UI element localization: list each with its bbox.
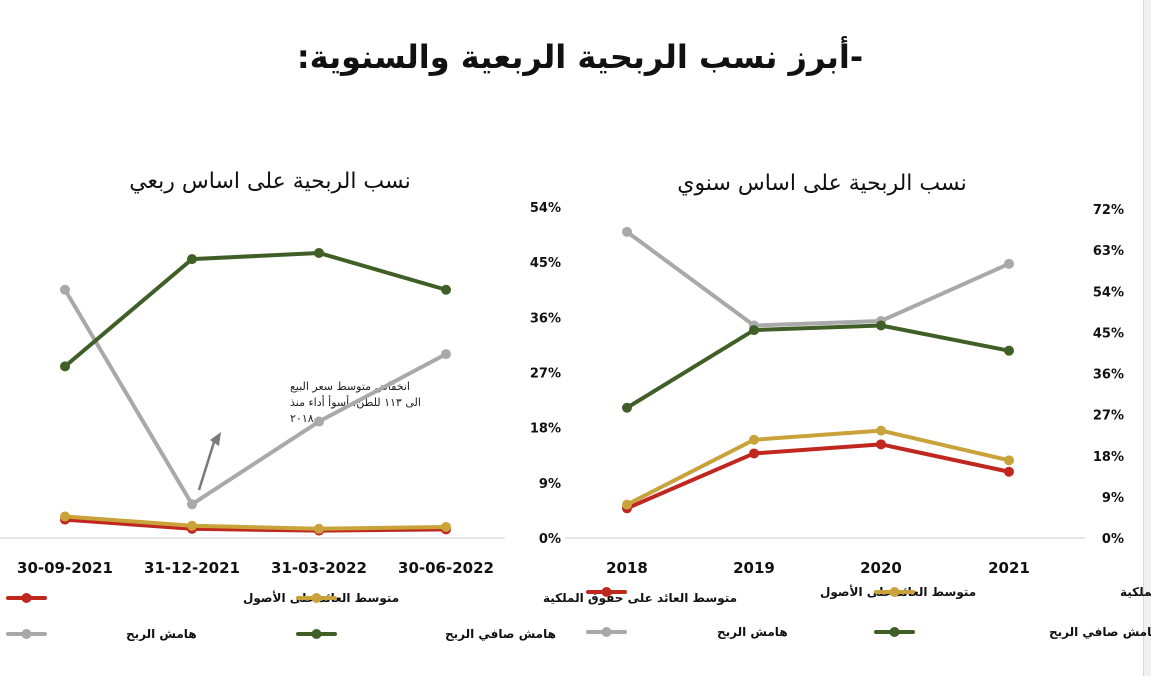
- quarterly-data-point: [60, 361, 70, 372]
- annual-y-tick-label: 63%: [1093, 244, 1124, 259]
- quarterly-legend-label: هامش صافي الربح: [445, 627, 556, 641]
- quarterly-series-line: [63, 250, 448, 369]
- annual-data-point: [1004, 455, 1014, 466]
- quarterly-y-tick-label: 45%: [530, 256, 561, 271]
- quarterly-y-tick-label: 54%: [530, 201, 561, 216]
- annual-data-point: [1004, 258, 1014, 269]
- annual-legend-swatch-marker: [889, 627, 900, 637]
- quarterly-x-category-label: 30-09-2021: [17, 559, 113, 577]
- annual-y-tick-label: 36%: [1093, 368, 1124, 383]
- annotation-text-line: ٢٠١٨: [290, 412, 314, 425]
- quarterly-data-point: [60, 284, 70, 295]
- quarterly-chart: نسب الربحية على اساس ربعي 0% 9% 18% 27% 36% 45…: [6, 169, 737, 641]
- annual-series-line: [625, 442, 1011, 511]
- annual-data-point: [876, 425, 886, 436]
- annual-data-point: [622, 402, 632, 413]
- quarterly-legend-swatch-marker: [21, 629, 32, 639]
- annual-y-tick-label: 27%: [1093, 409, 1124, 424]
- annual-y-tick-label: 9%: [1102, 491, 1124, 506]
- annual-x-category-label: 2021: [988, 559, 1030, 577]
- annual-data-point: [876, 439, 886, 450]
- annual-y-tick-label: 72%: [1093, 203, 1124, 218]
- annual-y-tick-label: 0%: [1102, 532, 1124, 547]
- quarterly-legend-label: متوسط العائد على حقوق الملكية: [543, 591, 737, 606]
- annual-data-point: [876, 320, 886, 331]
- annotation-arrow-line: [197, 441, 216, 491]
- annual-x-category-label: 2019: [733, 559, 775, 577]
- annual-legend-swatch-marker: [601, 627, 612, 637]
- quarterly-data-point: [60, 511, 70, 522]
- quarterly-data-point: [314, 523, 324, 534]
- annual-y-tick-label: 54%: [1093, 285, 1124, 300]
- annual-data-point: [749, 434, 759, 445]
- annual-series-line: [625, 323, 1011, 410]
- quarterly-legend-label: هامش الربح: [126, 627, 197, 641]
- quarterly-data-point: [187, 520, 197, 531]
- quarterly-x-category-label: 30-06-2022: [398, 559, 494, 577]
- quarterly-data-point: [441, 521, 451, 532]
- quarterly-series-line: [63, 514, 448, 531]
- annual-series-line: [625, 229, 1011, 328]
- quarterly-data-point: [187, 499, 197, 510]
- quarterly-data-point: [441, 284, 451, 295]
- window-edge: [1143, 0, 1151, 676]
- annual-data-point: [749, 325, 759, 336]
- annual-legend-label: متوسط العائد على حقوق الملكية: [1120, 585, 1151, 600]
- quarterly-y-tick-label: 36%: [530, 311, 561, 326]
- quarterly-y-tick-label: 18%: [530, 422, 561, 437]
- quarterly-x-category-label: 31-12-2021: [144, 559, 240, 577]
- quarterly-data-point: [314, 416, 324, 427]
- annual-legend-swatch-marker: [601, 587, 612, 597]
- quarterly-chart-title: نسب الربحية على اساس ربعي: [129, 169, 411, 194]
- annual-data-point: [1004, 466, 1014, 477]
- annual-legend-label: هامش الربح: [717, 625, 788, 639]
- annual-legend-label: هامش صافي الربح: [1049, 625, 1151, 639]
- quarterly-y-tick-label: 27%: [530, 367, 561, 382]
- annual-chart-title: نسب الربحية على اساس سنوي: [677, 171, 967, 196]
- quarterly-data-point: [187, 254, 197, 265]
- annotation-arrow-head-icon: [210, 432, 221, 446]
- annual-data-point: [622, 499, 632, 510]
- annual-y-tick-label: 45%: [1093, 326, 1124, 341]
- annual-series-line: [625, 428, 1011, 507]
- annual-y-tick-label: 18%: [1093, 450, 1124, 465]
- quarterly-y-tick-label: 9%: [539, 477, 561, 492]
- annual-legend-swatch-marker: [889, 587, 900, 597]
- annual-data-point: [622, 226, 632, 237]
- quarterly-x-category-label: 31-03-2022: [271, 559, 367, 577]
- quarterly-data-point: [314, 247, 324, 258]
- quarterly-legend-swatch-marker: [21, 593, 32, 603]
- annual-data-point: [749, 448, 759, 459]
- quarterly-series-line: [63, 517, 448, 533]
- quarterly-series-line: [63, 287, 448, 507]
- annual-chart: نسب الربحية على اساس سنوي 0% 9% 18% 27% 36% 45…: [586, 171, 1151, 639]
- annual-x-category-label: 2018: [606, 559, 648, 577]
- quarterly-legend-swatch-marker: [311, 629, 322, 639]
- annual-x-category-label: 2020: [860, 559, 902, 577]
- quarterly-legend-swatch-marker: [311, 593, 322, 603]
- quarterly-y-tick-label: 0%: [539, 532, 561, 547]
- quarterly-data-point: [441, 349, 451, 360]
- page-title: -أبرز نسب الربحية الربعية والسنوية:: [296, 38, 864, 76]
- annual-data-point: [1004, 345, 1014, 356]
